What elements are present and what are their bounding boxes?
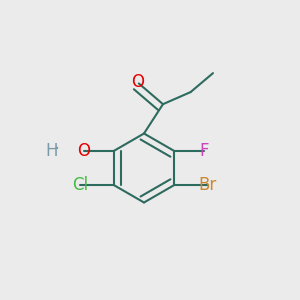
Text: ·: · xyxy=(54,140,60,159)
Text: F: F xyxy=(200,142,209,160)
Text: H: H xyxy=(45,142,58,160)
Text: O: O xyxy=(77,142,90,160)
Text: Cl: Cl xyxy=(72,176,88,194)
Text: Br: Br xyxy=(199,176,217,194)
Text: O: O xyxy=(131,73,144,91)
